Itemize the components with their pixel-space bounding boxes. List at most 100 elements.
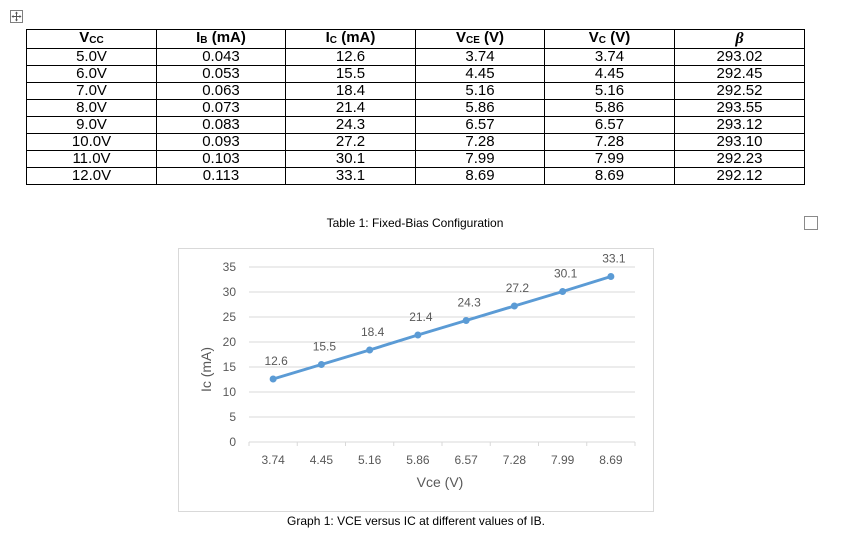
table-cell: 9.0V bbox=[26, 116, 157, 134]
x-tick-label: 6.57 bbox=[454, 453, 478, 467]
table-cell: 0.053 bbox=[156, 65, 286, 83]
x-tick-label: 5.16 bbox=[358, 453, 382, 467]
data-point bbox=[510, 302, 518, 310]
table-caption: Table 1: Fixed-Bias Configuration bbox=[326, 216, 504, 230]
table-cell: 10.0V bbox=[26, 133, 157, 151]
data-label: 15.5 bbox=[313, 340, 337, 354]
x-tick-label: 5.86 bbox=[406, 453, 430, 467]
header-vce: VCE (V) bbox=[415, 29, 545, 49]
table-cell: 292.45 bbox=[674, 65, 805, 83]
table-cell: 7.99 bbox=[415, 150, 545, 168]
table-cell: 5.86 bbox=[415, 99, 545, 117]
x-tick-label: 8.69 bbox=[599, 453, 623, 467]
ic-vs-vce-chart: 0 5 10 15 20 25 30 35 3.74 4.45 5.16 5.86 6.57 7.28 7.… bbox=[178, 248, 654, 512]
table-cell: 7.0V bbox=[26, 82, 157, 100]
header-beta: β bbox=[674, 29, 805, 49]
table-row: 12.0V 0.113 33.1 8.69 8.69 292.12 bbox=[26, 167, 805, 185]
data-point bbox=[559, 288, 567, 295]
table-cell: 293.12 bbox=[674, 116, 805, 134]
table-cell: 27.2 bbox=[285, 133, 416, 151]
y-tick-label: 10 bbox=[223, 385, 237, 399]
data-point bbox=[462, 317, 470, 324]
table-cell: 0.083 bbox=[156, 116, 286, 134]
header-vc: VC (V) bbox=[544, 29, 675, 49]
table-row: 8.0V 0.073 21.4 5.86 5.86 293.55 bbox=[26, 99, 805, 117]
table-row: 5.0V 0.043 12.6 3.74 3.74 293.02 bbox=[26, 48, 805, 66]
series-line bbox=[271, 275, 613, 381]
table-cell: 292.52 bbox=[674, 82, 805, 100]
table-cell: 0.103 bbox=[156, 150, 286, 168]
table-move-handle-icon[interactable] bbox=[10, 10, 23, 23]
data-label: 24.3 bbox=[457, 296, 481, 310]
x-axis-title: Vce (V) bbox=[417, 474, 464, 490]
table-cell: 3.74 bbox=[415, 48, 545, 66]
y-tick-label: 25 bbox=[223, 310, 237, 324]
data-point bbox=[607, 273, 615, 280]
table-cell: 11.0V bbox=[26, 150, 157, 168]
table-cell: 12.6 bbox=[285, 48, 416, 66]
table-cell: 24.3 bbox=[285, 116, 416, 134]
table-cell: 293.02 bbox=[674, 48, 805, 66]
table-cell: 8.69 bbox=[544, 167, 675, 185]
table-cell: 15.5 bbox=[285, 65, 416, 83]
x-tick-label: 3.74 bbox=[261, 453, 285, 467]
table-cell: 5.0V bbox=[26, 48, 157, 66]
table-cell: 0.093 bbox=[156, 133, 286, 151]
data-point bbox=[317, 361, 325, 368]
table-cell: 0.113 bbox=[156, 167, 286, 185]
data-label: 18.4 bbox=[361, 325, 385, 339]
y-tick-label: 5 bbox=[229, 410, 236, 424]
move-arrows-icon bbox=[11, 11, 22, 22]
table-cell: 292.12 bbox=[674, 167, 805, 185]
data-label: 27.2 bbox=[506, 281, 530, 295]
header-ib: IB (mA) bbox=[156, 29, 286, 49]
x-tick-label: 7.28 bbox=[503, 453, 527, 467]
data-label: 33.1 bbox=[602, 252, 626, 266]
data-point bbox=[269, 375, 277, 383]
table-cell: 12.0V bbox=[26, 167, 157, 185]
header-ic: IC (mA) bbox=[285, 29, 416, 49]
table-cell: 7.28 bbox=[544, 133, 675, 151]
table-cell: 6.57 bbox=[544, 116, 675, 134]
y-tick-label: 0 bbox=[229, 435, 236, 449]
table-row: 11.0V 0.103 30.1 7.99 7.99 292.23 bbox=[26, 150, 805, 168]
table-cell: 7.99 bbox=[544, 150, 675, 168]
y-axis-title: Ic (mA) bbox=[198, 347, 214, 392]
resize-square-icon[interactable] bbox=[804, 216, 818, 230]
table-cell: 5.16 bbox=[415, 82, 545, 100]
data-label: 12.6 bbox=[264, 354, 288, 368]
x-tick-label: 4.45 bbox=[310, 453, 334, 467]
table-cell: 0.043 bbox=[156, 48, 286, 66]
table-row: 7.0V 0.063 18.4 5.16 5.16 292.52 bbox=[26, 82, 805, 100]
table-cell: 6.0V bbox=[26, 65, 157, 83]
table-cell: 292.23 bbox=[674, 150, 805, 168]
table-cell: 3.74 bbox=[544, 48, 675, 66]
table-cell: 5.86 bbox=[544, 99, 675, 117]
fixed-bias-table: VCC IB (mA) IC (mA) VCE (V) VC (V) β 5.0… bbox=[26, 29, 805, 185]
y-tick-label: 20 bbox=[223, 335, 237, 349]
table-cell: 33.1 bbox=[285, 167, 416, 185]
data-label: 21.4 bbox=[409, 310, 433, 324]
table-cell: 21.4 bbox=[285, 99, 416, 117]
table-cell: 7.28 bbox=[415, 133, 545, 151]
graph-caption: Graph 1: VCE versus IC at different valu… bbox=[287, 514, 545, 528]
table-cell: 5.16 bbox=[544, 82, 675, 100]
header-vcc: VCC bbox=[26, 29, 157, 49]
y-tick-label: 30 bbox=[223, 285, 237, 299]
data-label: 30.1 bbox=[554, 267, 578, 281]
y-tick-label: 35 bbox=[223, 260, 237, 274]
table-cell: 293.10 bbox=[674, 133, 805, 151]
table-cell: 8.69 bbox=[415, 167, 545, 185]
table-row: 6.0V 0.053 15.5 4.45 4.45 292.45 bbox=[26, 65, 805, 83]
table-row: 9.0V 0.083 24.3 6.57 6.57 293.12 bbox=[26, 116, 805, 134]
x-tick-label: 7.99 bbox=[551, 453, 575, 467]
table-cell: 30.1 bbox=[285, 150, 416, 168]
table-cell: 0.073 bbox=[156, 99, 286, 117]
data-point bbox=[414, 331, 422, 339]
table-cell: 6.57 bbox=[415, 116, 545, 134]
table-cell: 4.45 bbox=[415, 65, 545, 83]
table-row: 10.0V 0.093 27.2 7.28 7.28 293.10 bbox=[26, 133, 805, 151]
y-tick-label: 15 bbox=[223, 360, 237, 374]
chart-svg: 0 5 10 15 20 25 30 35 3.74 4.45 5.16 5.86 6.57 7.28 7.… bbox=[198, 252, 636, 490]
table-cell: 0.063 bbox=[156, 82, 286, 100]
